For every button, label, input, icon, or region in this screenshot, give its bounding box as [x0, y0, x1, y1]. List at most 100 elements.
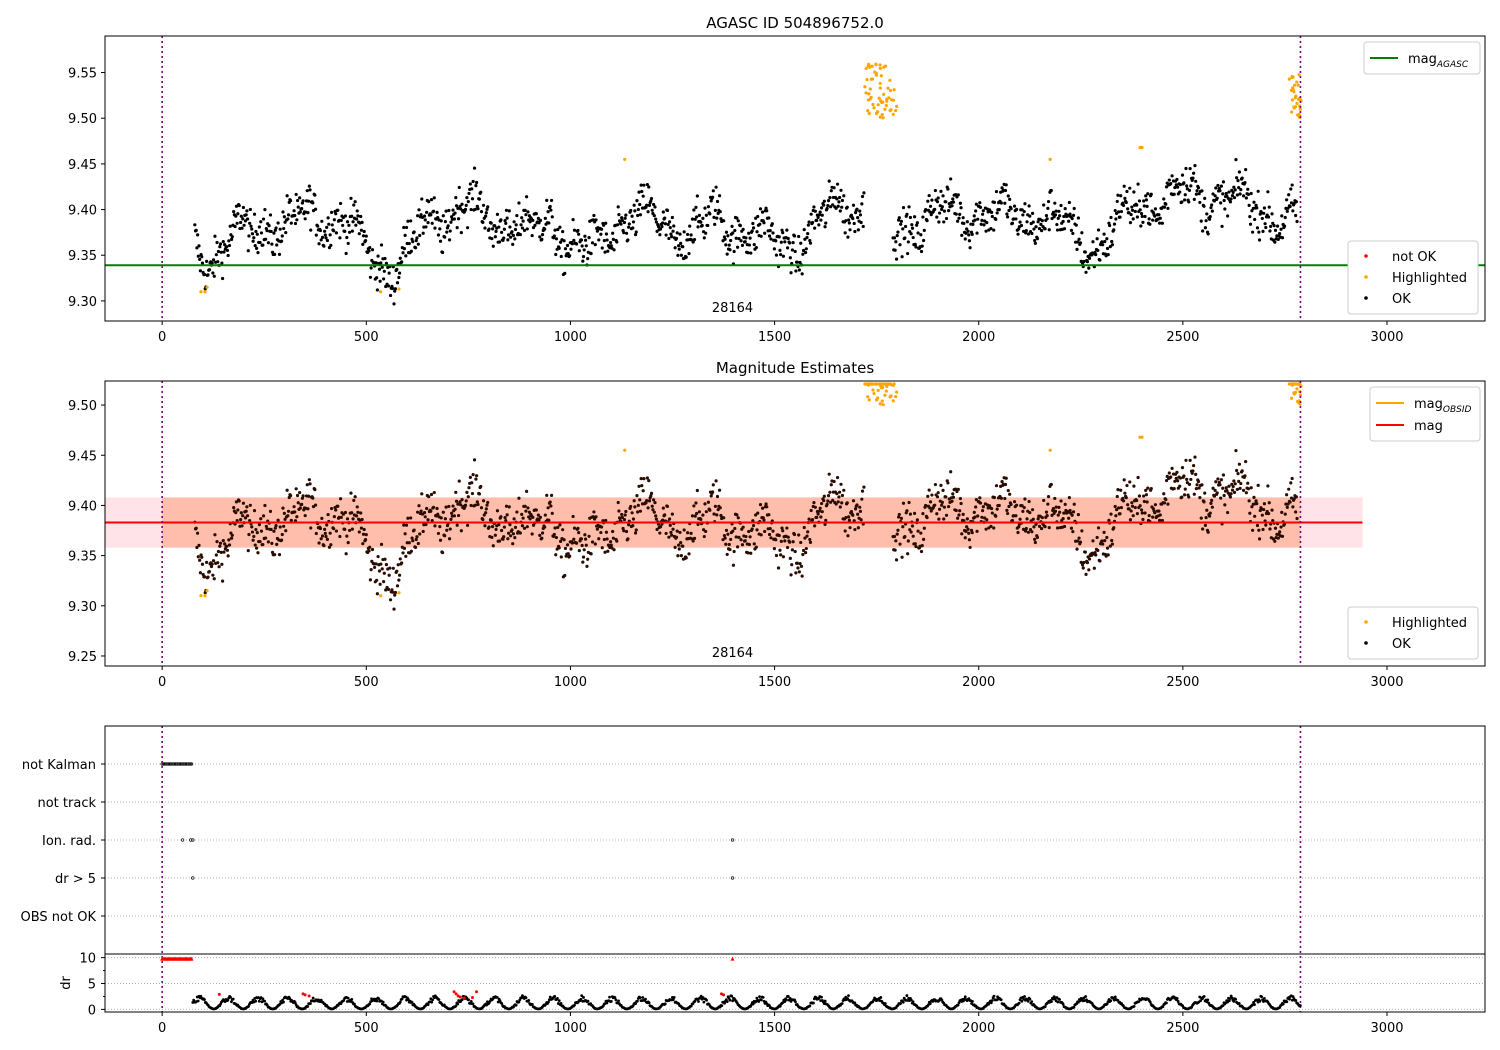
- ok-point: [1095, 535, 1099, 540]
- ok-point: [441, 214, 445, 218]
- ok-point: [308, 188, 312, 192]
- ok-point: [1049, 188, 1053, 193]
- ok-point: [401, 551, 405, 555]
- ok-point: [300, 206, 304, 211]
- ok-point: [279, 538, 284, 542]
- ok-point: [452, 217, 457, 221]
- ok-point: [896, 230, 900, 234]
- ok-point: [280, 532, 284, 537]
- ok-point: [1128, 480, 1132, 484]
- ok-point: [195, 531, 200, 535]
- ok-point: [1255, 226, 1260, 230]
- ok-point: [494, 229, 498, 233]
- ok-point: [355, 505, 359, 509]
- ok-point: [1116, 488, 1120, 492]
- ok-point: [631, 517, 636, 521]
- ok-point: [860, 194, 865, 199]
- ok-point: [672, 224, 676, 228]
- dr-point: [786, 995, 790, 998]
- ok-point: [272, 529, 276, 533]
- ok-point: [905, 509, 909, 513]
- ok-point: [702, 236, 706, 240]
- ok-point: [1147, 217, 1151, 221]
- ok-point: [473, 503, 477, 507]
- flag-point: [189, 838, 193, 842]
- highlighted-point: [888, 78, 892, 82]
- ok-point: [1257, 230, 1261, 234]
- ok-point: [1235, 487, 1239, 492]
- ok-point: [994, 217, 998, 222]
- ok-point: [1278, 231, 1282, 236]
- dr-point: [644, 997, 647, 1001]
- highlighted-point: [378, 290, 383, 294]
- ok-point: [652, 214, 656, 218]
- ok-point: [767, 216, 771, 220]
- plot-area: [105, 382, 1363, 611]
- highlighted-point: [872, 391, 876, 396]
- ok-point: [1295, 516, 1299, 521]
- ok-point: [599, 232, 603, 236]
- ok-point: [1244, 459, 1248, 464]
- ok-point: [901, 227, 905, 231]
- ok-point: [804, 247, 808, 251]
- ok-point: [324, 534, 328, 539]
- ok-point: [533, 223, 537, 227]
- ok-point: [468, 475, 472, 479]
- ok-point: [951, 200, 956, 204]
- ok-point: [1043, 524, 1047, 529]
- dr-point: [514, 1003, 518, 1007]
- ok-point: [325, 537, 329, 541]
- ok-point: [664, 531, 668, 536]
- ok-point: [1087, 568, 1091, 572]
- ok-point: [1157, 213, 1161, 217]
- ok-point: [376, 554, 380, 559]
- ok-point: [415, 535, 419, 539]
- ok-point: [925, 219, 929, 223]
- highlighted-point: [1296, 399, 1300, 404]
- ok-point: [1037, 226, 1042, 231]
- x-tick-label: 2500: [1166, 675, 1199, 690]
- ok-point: [1279, 525, 1283, 529]
- ok-point: [636, 503, 640, 507]
- ok-point: [749, 551, 753, 555]
- ok-point: [569, 247, 573, 251]
- ok-point: [763, 529, 767, 534]
- ok-point: [724, 230, 729, 234]
- ok-point: [1149, 487, 1153, 491]
- ok-point: [1199, 516, 1203, 520]
- ok-point: [796, 566, 800, 570]
- ok-point: [620, 216, 624, 220]
- ok-point: [451, 208, 455, 212]
- ok-point: [1167, 471, 1171, 475]
- ok-point: [213, 234, 217, 238]
- ok-point: [1187, 482, 1192, 486]
- ok-point: [667, 220, 672, 224]
- ok-point: [927, 193, 931, 198]
- ok-point: [859, 518, 863, 522]
- flag-point: [189, 762, 194, 766]
- ok-point: [1096, 248, 1100, 253]
- dr-point: [731, 999, 735, 1003]
- ok-point: [1056, 513, 1060, 517]
- ok-point: [736, 219, 740, 223]
- ok-point: [704, 529, 708, 534]
- ok-point: [220, 276, 225, 281]
- ok-point: [1288, 204, 1292, 209]
- dr-point: [702, 1000, 706, 1004]
- ok-point: [1173, 185, 1177, 190]
- ok-point: [322, 244, 326, 248]
- ok-point: [285, 194, 289, 198]
- ok-point: [443, 220, 447, 224]
- flag-point: [180, 838, 185, 842]
- ok-point: [693, 514, 697, 518]
- ok-point: [780, 526, 784, 530]
- ok-point: [925, 515, 929, 520]
- ok-point: [278, 227, 282, 231]
- ok-point: [484, 211, 488, 215]
- ok-point: [940, 205, 944, 209]
- ok-point: [858, 213, 863, 217]
- ok-point: [216, 249, 221, 254]
- ok-point: [769, 237, 773, 241]
- ok-point: [1032, 525, 1036, 529]
- highlighted-point: [891, 399, 895, 403]
